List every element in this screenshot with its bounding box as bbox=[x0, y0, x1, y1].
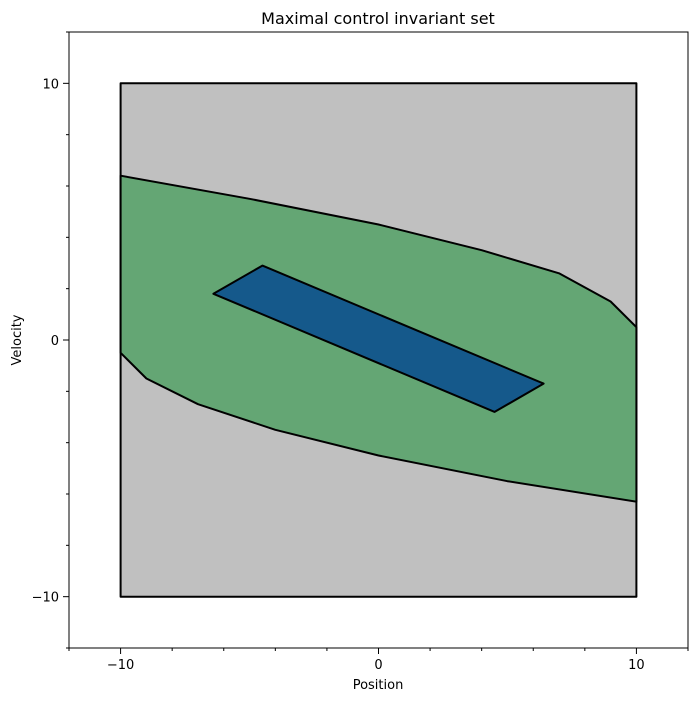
chart-title: Maximal control invariant set bbox=[261, 9, 495, 28]
x-tick-label: 0 bbox=[374, 658, 382, 673]
x-axis-label: Position bbox=[353, 678, 404, 693]
region-polygon-3 bbox=[212, 264, 545, 413]
y-tick-label: 10 bbox=[42, 77, 59, 92]
y-axis: −10 0 10 bbox=[32, 31, 69, 649]
plot-area bbox=[119, 82, 638, 598]
y-tick-label: 0 bbox=[51, 334, 59, 349]
y-axis-label: Velocity bbox=[10, 314, 25, 365]
x-tick-label: 10 bbox=[628, 658, 645, 673]
x-tick-label: −10 bbox=[107, 658, 134, 673]
x-axis: −10 0 10 bbox=[68, 648, 689, 673]
y-tick-label: −10 bbox=[32, 591, 59, 606]
